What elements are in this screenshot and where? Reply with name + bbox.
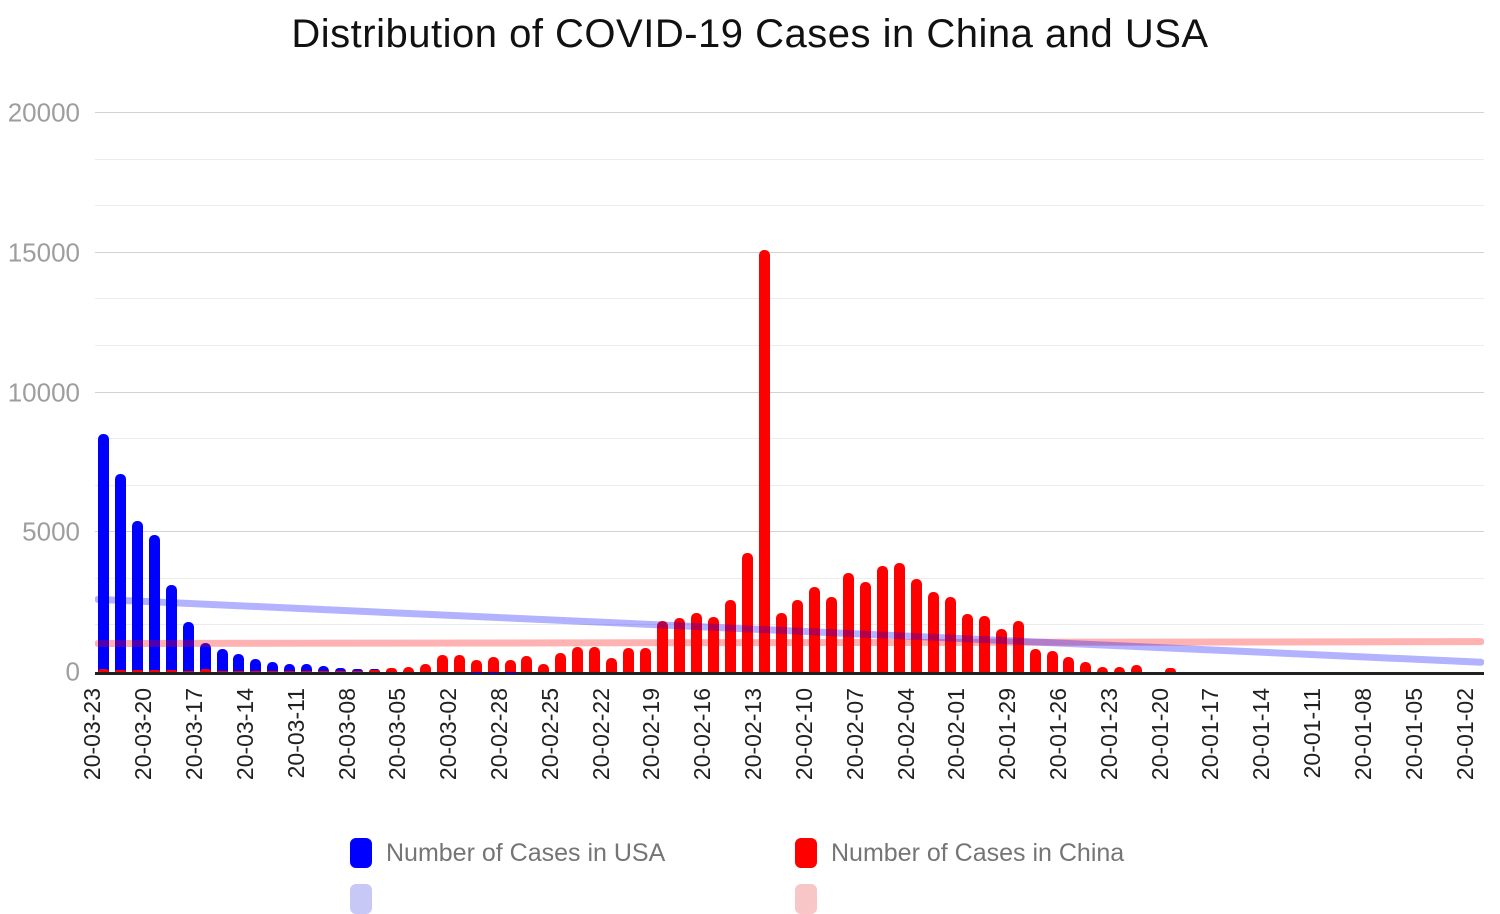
china-bar[interactable] [183,671,194,672]
china-bar[interactable] [945,597,956,672]
china-bar[interactable] [691,613,702,672]
usa-bar[interactable] [233,654,244,672]
china-bar[interactable] [962,614,973,672]
china-bar[interactable] [403,667,414,672]
china-bar[interactable] [555,653,566,672]
china-bar[interactable] [115,670,126,672]
china-bar[interactable] [352,671,363,672]
china-bar[interactable] [877,566,888,672]
china-legend-label: Number of Cases in China [831,839,1124,868]
china-bar[interactable] [217,671,228,672]
usa-bar[interactable] [149,535,160,672]
china-bar[interactable] [1080,662,1091,672]
china-bar[interactable] [538,664,549,672]
china-bar[interactable] [301,671,312,672]
china-bar[interactable] [1131,665,1142,672]
usa-legend-label: Number of Cases in USA [386,839,665,868]
china-bar[interactable] [437,655,448,672]
china-bar[interactable] [369,670,380,672]
china-bar[interactable] [759,250,770,672]
china-bar[interactable] [250,671,261,672]
legend-item-usa[interactable]: Number of Cases in USA [350,838,665,868]
china-bar[interactable] [386,668,397,672]
chart: Distribution of COVID-19 Cases in China … [0,0,1500,889]
china-bar[interactable] [488,657,499,672]
usa-bar[interactable] [200,643,211,672]
usa-bar[interactable] [183,622,194,672]
china-bar[interactable] [335,671,346,672]
usa-bar[interactable] [250,659,261,672]
china-bar[interactable] [1030,649,1041,672]
china-bar[interactable] [860,582,871,672]
usa-bar[interactable] [115,474,126,672]
china-bar[interactable] [1165,668,1176,672]
china-bar[interactable] [776,613,787,672]
usa-bar[interactable] [217,649,228,672]
china-bar[interactable] [1114,667,1125,672]
china-bar[interactable] [318,671,329,672]
china-bar[interactable] [640,648,651,672]
china-bar[interactable] [454,655,465,672]
usa-bar[interactable] [132,521,143,672]
china-bar[interactable] [623,648,634,672]
china-bar[interactable] [996,629,1007,672]
china-bar[interactable] [742,553,753,672]
china-bar[interactable] [894,563,905,672]
china-bar[interactable] [471,660,482,672]
china-bar[interactable] [284,671,295,672]
china-bar[interactable] [606,658,617,672]
china-bar[interactable] [233,671,244,672]
china-bar[interactable] [792,600,803,672]
china-bar[interactable] [809,587,820,672]
china-bar[interactable] [1047,651,1058,672]
china-bar[interactable] [979,616,990,672]
china-bar[interactable] [505,660,516,672]
china-bar[interactable] [928,592,939,672]
china-bar[interactable] [657,621,668,672]
china-bar[interactable] [1097,667,1108,672]
legend: Number of Cases in USA Number of Cases i… [0,0,1500,889]
china-bar[interactable] [911,579,922,672]
china-bar[interactable] [589,647,600,672]
china-bar[interactable] [98,669,109,672]
china-bar[interactable] [132,670,143,672]
usa-bar[interactable] [166,585,177,672]
china-bar[interactable] [149,670,160,672]
china-bar[interactable] [1013,621,1024,672]
china-bar[interactable] [725,600,736,672]
china-bar[interactable] [166,670,177,672]
usa-bar[interactable] [98,434,109,672]
china-bar[interactable] [267,671,278,672]
china-bar[interactable] [826,597,837,672]
legend-item-china[interactable]: Number of Cases in China [795,838,1124,868]
usa-legend-swatch[interactable] [350,838,372,868]
china-bar[interactable] [572,647,583,672]
china-bar[interactable] [200,669,211,672]
china-legend-swatch[interactable] [795,838,817,868]
china-bar[interactable] [843,573,854,672]
china-bar[interactable] [521,656,532,672]
china-bar[interactable] [708,617,719,672]
china-bar[interactable] [1063,657,1074,672]
china-bar[interactable] [674,618,685,672]
china-bar[interactable] [420,664,431,672]
